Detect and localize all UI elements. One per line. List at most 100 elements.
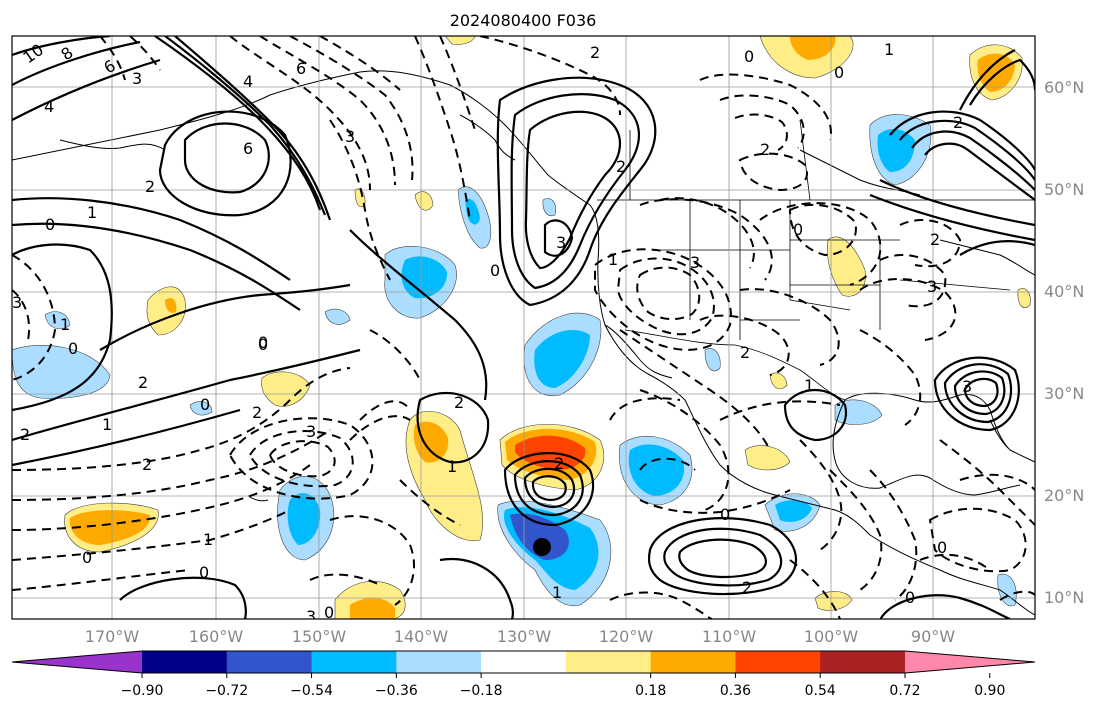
map-area: 10 8 6 4 6 3 6 1 0 4 3 2 1 0 3 0 2 0 2 0… (12, 36, 1035, 626)
contour-label: 0 (258, 333, 268, 352)
contour-label: 2 (20, 425, 30, 444)
colorbar-bin (311, 651, 397, 673)
contour-label: 1 (447, 457, 457, 476)
contour-label: 0 (82, 548, 92, 567)
lat-label: 50°N (1044, 180, 1084, 199)
colorbar (11, 650, 1036, 674)
shade-blue (465, 198, 480, 225)
shade-light-blue (12, 345, 111, 399)
contour-label: 0 (720, 505, 730, 524)
contour-label: 0 (68, 339, 78, 358)
lon-label: 170°W (85, 627, 140, 646)
contour-label: 3 (556, 233, 566, 252)
lon-label: 110°W (702, 627, 757, 646)
contour-label: 3 (306, 607, 316, 626)
longitude-labels: 170°W 160°W 150°W 140°W 130°W 120°W 110°… (85, 627, 955, 646)
contour-label: 0 (905, 588, 915, 607)
shade-light-blue (704, 348, 721, 372)
contour-label: 2 (590, 43, 600, 62)
contour-label: 1 (60, 315, 70, 334)
contour-label: 2 (138, 373, 148, 392)
colorbar-bin (820, 651, 906, 673)
colorbar-over-arrow (905, 651, 1035, 673)
contour-label: 0 (324, 603, 334, 622)
shade-blue (628, 444, 685, 496)
contour-label: 0 (200, 395, 210, 414)
contour-label: 0 (199, 563, 209, 582)
lat-label: 30°N (1044, 384, 1084, 403)
colorbar-tick-label: −0.36 (375, 683, 418, 699)
contour-label: 2 (740, 343, 750, 362)
shade-orange (790, 36, 836, 60)
colorbar-tick-label: −0.54 (290, 683, 333, 699)
contour-label: 1 (203, 530, 213, 549)
colorbar-tick-label: 0.18 (635, 683, 666, 699)
contour-label: 2 (145, 177, 155, 196)
contour-label: 1 (552, 583, 562, 602)
contour-label: 0 (45, 215, 55, 234)
colorbar-tick-labels: −0.90 −0.72 −0.54 −0.36 −0.18 0.18 0.36 0.54 0.7… (121, 673, 1005, 699)
shade-blue (287, 493, 321, 545)
contour-label: 4 (44, 97, 54, 116)
contour-label: 2 (616, 157, 626, 176)
contour-label: 0 (793, 220, 803, 239)
colorbar-tick-label: 0.90 (974, 683, 1005, 699)
shade-yellow (414, 191, 434, 211)
colorbar-tick-label: 0.36 (720, 683, 751, 699)
coastlines (12, 70, 1035, 616)
map-title: 2024080400 F036 (450, 11, 597, 30)
shade-light-blue (189, 401, 213, 416)
lon-label: 90°W (911, 627, 955, 646)
lon-label: 130°W (497, 627, 552, 646)
shade-blue (401, 256, 448, 299)
contour-label: 3 (690, 253, 700, 272)
latitude-labels: 60°N 50°N 40°N 30°N 20°N 10°N (1044, 78, 1084, 607)
contour-labels: 10 8 6 4 6 3 6 1 0 4 3 2 1 0 3 0 2 0 2 0… (12, 40, 972, 626)
colorbar-tick-label: −0.72 (205, 683, 248, 699)
shade-yellow (814, 591, 853, 611)
contour-label: 3 (962, 377, 972, 396)
lon-label: 150°W (292, 627, 347, 646)
contour-label: 3 (927, 277, 937, 296)
lon-label: 140°W (394, 627, 449, 646)
storm-center-marker (533, 538, 551, 556)
contour-label: 2 (454, 393, 464, 412)
lat-label: 10°N (1044, 588, 1084, 607)
shade-orange (350, 597, 395, 619)
contour-label: 1 (804, 376, 814, 395)
contour-label: 3 (306, 422, 316, 441)
shade-yellow (261, 371, 311, 407)
shade-orange (165, 298, 177, 313)
contour-label: 3 (132, 69, 142, 88)
shaded-anomaly-fills (12, 36, 1031, 619)
positive-contours (12, 36, 1035, 619)
shade-light-blue (324, 308, 351, 325)
contour-label: 4 (243, 72, 253, 91)
lon-label: 160°W (189, 627, 244, 646)
contour-label: 0 (490, 261, 500, 280)
contour-label: 0 (744, 47, 754, 66)
contour-label: 2 (953, 113, 963, 132)
contour-label: 2 (142, 455, 152, 474)
contour-label: 0 (834, 63, 844, 82)
lon-label: 100°W (804, 627, 859, 646)
contour-label: 6 (243, 139, 253, 158)
colorbar-bin (481, 651, 567, 673)
contour-label: 2 (930, 230, 940, 249)
colorbar-tick-label: 0.54 (805, 683, 836, 699)
contour-label: 1 (884, 40, 894, 59)
lat-label: 40°N (1044, 282, 1084, 301)
contour-label: 1 (102, 415, 112, 434)
shade-blue (534, 330, 590, 388)
shade-yellow (1017, 288, 1031, 309)
contour-label: 2 (252, 403, 262, 422)
contour-label: 2 (760, 140, 770, 159)
lat-label: 60°N (1044, 78, 1084, 97)
lon-label: 120°W (599, 627, 654, 646)
contour-label: 2 (554, 454, 564, 473)
colorbar-under-arrow (12, 651, 142, 673)
contour-label: 3 (12, 293, 22, 312)
shade-light-blue (44, 311, 71, 330)
colorbar-bin (735, 651, 821, 673)
